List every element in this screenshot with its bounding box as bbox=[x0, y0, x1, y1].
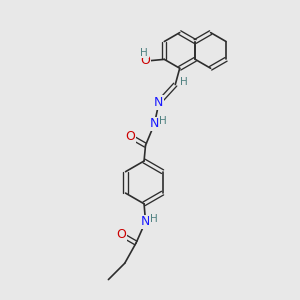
Text: O: O bbox=[116, 228, 126, 241]
Text: H: H bbox=[159, 116, 167, 127]
Text: H: H bbox=[140, 47, 148, 58]
Text: N: N bbox=[154, 96, 164, 109]
Text: H: H bbox=[180, 77, 188, 87]
Text: N: N bbox=[141, 215, 150, 228]
Text: N: N bbox=[150, 117, 159, 130]
Text: O: O bbox=[140, 54, 150, 67]
Text: O: O bbox=[125, 130, 135, 143]
Text: H: H bbox=[150, 214, 158, 224]
